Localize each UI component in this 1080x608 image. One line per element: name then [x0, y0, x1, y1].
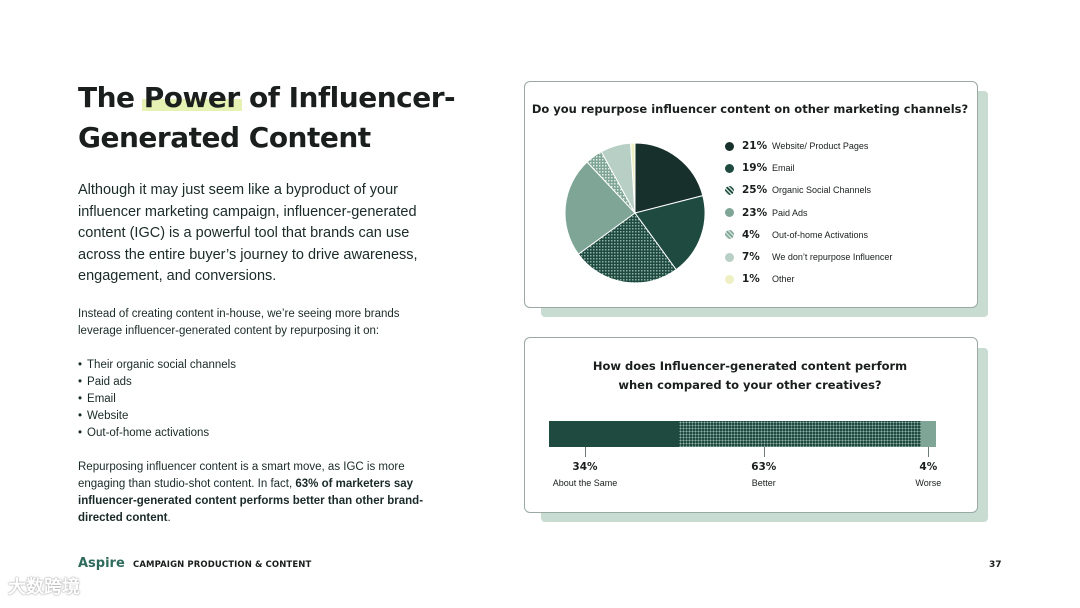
footer-section-title: CAMPAIGN PRODUCTION & CONTENT: [133, 560, 312, 570]
legend-swatch: [725, 185, 734, 195]
conclusion-text: Repurposing influencer content is a smar…: [78, 461, 405, 490]
page-title: The Power of Influencer-Generated Conten…: [78, 78, 458, 158]
legend-percent: 25%: [742, 184, 768, 197]
legend-swatch: [725, 274, 734, 284]
legend-percent: 19%: [742, 162, 768, 175]
bar-percent-label: 4%: [919, 461, 938, 473]
title-part1: The: [78, 81, 144, 114]
bar-percent-label: 63%: [751, 461, 777, 473]
bar-question-line1: How does Influencer-generated content pe…: [592, 359, 908, 373]
legend-swatch: [725, 163, 734, 173]
legend-label: Organic Social Channels: [772, 185, 872, 196]
legend-swatch: [725, 208, 734, 218]
bullet-item: Email: [78, 391, 236, 408]
watermark-text: 大数跨境: [8, 577, 80, 597]
legend-swatch: [725, 230, 734, 240]
repurpose-paragraph: Instead of creating content in-house, we…: [78, 308, 400, 337]
legend-label: Website/ Product Pages: [772, 141, 869, 152]
conclusion-stat: 63% of marketers say influencer-generate…: [78, 478, 424, 524]
legend-swatch: [725, 252, 734, 262]
pie-slice: [634, 142, 704, 214]
pie-slice: [634, 194, 706, 271]
pie-legend: 21% Website/ Product Pages 19% Email 25% Orga…: [725, 135, 892, 290]
legend-label: We don’t repurpose Influencer: [772, 252, 893, 263]
bar-percent-label: 34%: [572, 461, 598, 473]
bullet-item: Out-of-home activations: [78, 425, 236, 442]
legend-label: Out-of-home Activations: [772, 229, 869, 240]
pie-question: Do you repurpose influencer content on o…: [531, 102, 969, 116]
bullet-item: Their organic social channels: [78, 357, 236, 374]
title-highlight: Power: [143, 81, 240, 114]
bar-category-label: Worse: [915, 478, 942, 488]
legend-label: Paid Ads: [772, 207, 808, 218]
page-number: 37: [989, 560, 1002, 570]
legend-item: 25% Organic Social Channels: [725, 179, 892, 201]
legend-percent: 23%: [742, 206, 768, 219]
legend-label: Other: [772, 274, 795, 285]
legend-item: 19% Email: [725, 157, 892, 179]
pie-slice: [564, 161, 636, 255]
pie-chart: [564, 142, 706, 284]
legend-percent: 4%: [742, 228, 760, 241]
bar-question-line2: when compared to your other creatives?: [618, 378, 882, 392]
conclusion-end: .: [167, 512, 171, 524]
pie-slice: [577, 212, 677, 284]
pie-slice: [630, 142, 636, 214]
intro-paragraph: Although it may just seem like a byprodu…: [78, 182, 418, 284]
stacked-bar: [549, 421, 936, 447]
bar-segment: [920, 421, 936, 447]
conclusion-paragraph: Repurposing influencer content is a smar…: [78, 459, 433, 527]
legend-item: 1% Other: [725, 268, 892, 290]
bullet-item: Paid ads: [78, 374, 236, 391]
bar-category-label: Better: [751, 478, 776, 488]
title-part2: of Influencer-Generated Content: [78, 81, 456, 154]
aspire-logo: Aspire: [78, 556, 125, 571]
bullet-item: Website: [78, 408, 236, 425]
bar-category-label: About the Same: [552, 478, 618, 488]
legend-item: 7% We don’t repurpose Influencer: [725, 246, 892, 268]
bar-segment: [549, 421, 680, 447]
bar-segment: [679, 421, 921, 447]
legend-item: 4% Out-of-home Activations: [725, 224, 892, 246]
bar-tick: [928, 447, 930, 457]
bar-tick: [585, 447, 586, 457]
legend-item: 23% Paid Ads: [725, 202, 892, 224]
legend-label: Email: [772, 163, 795, 174]
legend-percent: 1%: [742, 273, 760, 286]
legend-item: 21% Website/ Product Pages: [725, 135, 892, 157]
legend-percent: 7%: [742, 251, 760, 264]
bar-tick: [763, 447, 765, 457]
bullet-list: Their organic social channels Paid ads E…: [78, 357, 236, 442]
legend-swatch: [725, 141, 734, 151]
legend-percent: 21%: [742, 140, 768, 153]
